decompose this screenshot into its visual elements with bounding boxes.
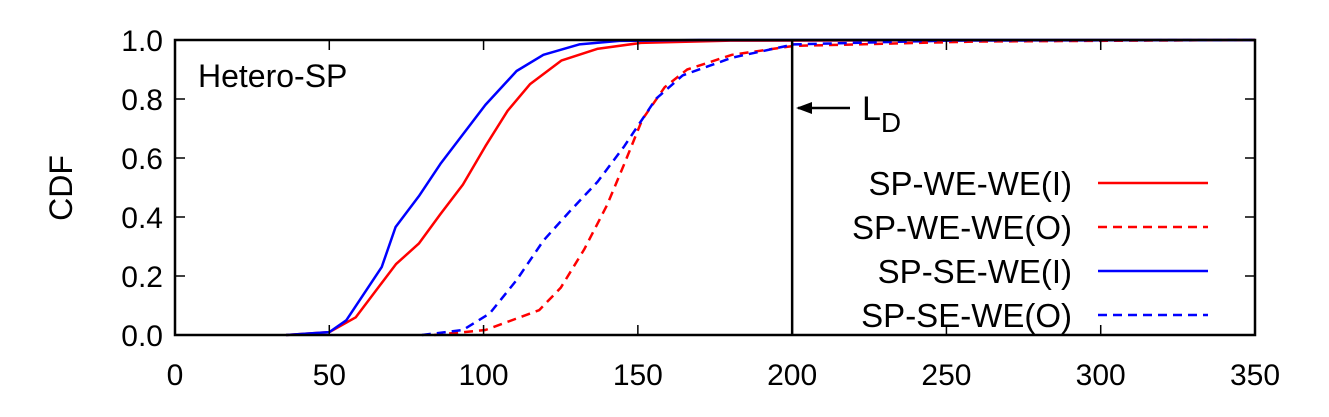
legend-label: SP-WE-WE(O) — [852, 209, 1072, 246]
series-line-sp-se-we-i — [286, 38, 1255, 337]
legend-label: SP-SE-WE(O) — [861, 297, 1072, 334]
series-line-sp-se-we-o — [421, 38, 1256, 337]
x-tick-label: 0 — [167, 359, 184, 392]
ld-annotation: LD — [796, 90, 901, 138]
y-tick-label: 0.0 — [121, 320, 163, 353]
series-line-sp-we-we-i — [286, 38, 1256, 337]
y-tick-label: 0.6 — [121, 143, 163, 176]
x-tick-label: 50 — [313, 359, 346, 392]
plot-frame — [173, 38, 1257, 337]
x-tick-label: 300 — [1076, 359, 1126, 392]
annotation-hetero-sp: Hetero-SP — [198, 58, 347, 94]
y-tick-label: 0.8 — [121, 84, 163, 117]
legend: SP-WE-WE(I) SP-WE-WE(O) SP-SE-WE(I) SP-SE-W… — [852, 165, 1208, 334]
x-tick-label: 150 — [613, 359, 663, 392]
axis-ticks: 0 50 100 150 200 250 300 350 0.0 0.2 0.4 0.6 0.8 1.0 — [121, 25, 1280, 392]
x-tick-label: 250 — [921, 359, 971, 392]
svg-text:LD: LD — [862, 90, 901, 138]
arrow-left-icon — [796, 102, 812, 114]
x-tick-label: 100 — [459, 359, 509, 392]
ld-label: L — [862, 90, 881, 128]
curves — [286, 38, 1256, 337]
y-tick-label: 0.4 — [121, 202, 163, 235]
x-tick-label: 200 — [767, 359, 817, 392]
y-tick-label: 0.2 — [121, 261, 163, 294]
series-line-sp-we-we-o — [434, 38, 1256, 337]
y-tick-label: 1.0 — [121, 25, 163, 58]
x-tick-label: 350 — [1230, 359, 1280, 392]
y-axis-label: CDF — [43, 155, 79, 221]
legend-label: SP-WE-WE(I) — [869, 165, 1072, 202]
ld-subscript: D — [881, 107, 901, 138]
legend-label: SP-SE-WE(I) — [878, 253, 1072, 290]
